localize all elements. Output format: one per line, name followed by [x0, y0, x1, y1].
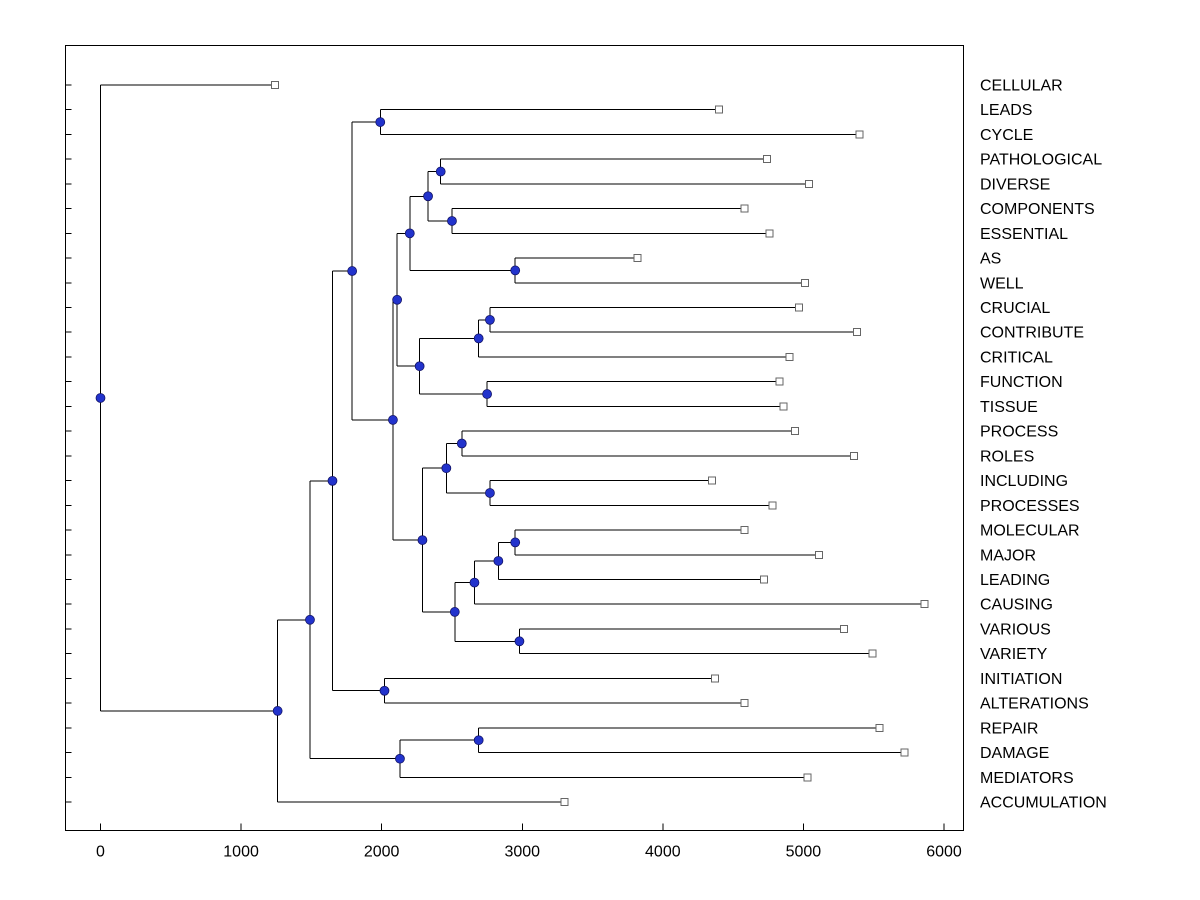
branch-node-marker	[95, 393, 106, 403]
branch-node-marker	[347, 266, 358, 276]
branch-node-marker	[449, 607, 460, 617]
leaf-node-marker	[560, 798, 569, 806]
leaf-label: FUNCTION	[980, 374, 1063, 391]
leaf-label: TISSUE	[980, 399, 1038, 416]
branch-node-marker	[447, 216, 457, 226]
leaf-node-marker	[800, 278, 809, 287]
leaf-node-marker	[760, 575, 769, 584]
branch-node-marker	[482, 389, 492, 399]
leaf-node-marker	[765, 229, 774, 238]
branch-node-marker	[388, 415, 398, 425]
leaf-node-marker	[790, 427, 799, 436]
branch-node-marker	[473, 333, 484, 344]
leaf-node-marker	[633, 254, 642, 263]
leaf-node-marker	[740, 204, 749, 213]
leaf-node-marker	[715, 105, 724, 114]
leaf-label: MAJOR	[980, 547, 1036, 564]
x-axis-tick-label: 0	[96, 844, 105, 861]
branch-node-marker	[414, 361, 425, 372]
leaf-label: MEDIATORS	[980, 770, 1074, 787]
branch-node-marker	[392, 294, 403, 305]
branch-node-marker	[404, 228, 415, 239]
leaf-node-marker	[785, 352, 794, 361]
leaf-node-marker	[852, 328, 861, 337]
leaf-label: CRUCIAL	[980, 300, 1050, 317]
branch-node-marker	[327, 476, 338, 486]
leaf-node-marker	[270, 81, 279, 89]
branch-node-marker	[493, 556, 504, 566]
leaf-node-marker	[710, 674, 719, 683]
leaf-label: LEADS	[980, 102, 1032, 119]
branch-node-marker	[379, 685, 390, 696]
leaf-label: CELLULAR	[980, 78, 1063, 95]
leaf-label: ESSENTIAL	[980, 226, 1068, 243]
plot-axes-box	[65, 45, 964, 831]
leaf-node-marker	[850, 451, 859, 460]
leaf-label: ACCUMULATION	[980, 795, 1107, 812]
branch-node-marker	[510, 265, 521, 276]
leaf-node-marker	[803, 773, 812, 782]
leaf-label: INITIATION	[980, 671, 1062, 688]
leaf-node-marker	[775, 377, 784, 386]
x-axis-tick-label: 1000	[223, 844, 259, 861]
branch-node-marker	[485, 488, 495, 498]
leaf-label: CAUSING	[980, 597, 1053, 614]
branch-node-marker	[510, 537, 521, 548]
leaf-node-marker	[868, 649, 877, 658]
leaf-label: VARIETY	[980, 646, 1048, 663]
x-axis-tick-label: 3000	[504, 844, 540, 861]
leaf-label: INCLUDING	[980, 473, 1068, 490]
leaf-node-marker	[762, 155, 771, 164]
leaf-label: ALTERATIONS	[980, 696, 1089, 713]
branch-node-marker	[435, 166, 446, 177]
leaf-node-marker	[740, 699, 749, 708]
leaf-label: MOLECULAR	[980, 523, 1080, 540]
branch-node-marker	[305, 614, 315, 625]
leaf-label: PATHOLOGICAL	[980, 152, 1102, 169]
branch-node-marker	[514, 636, 525, 647]
leaf-node-marker	[708, 476, 717, 485]
branch-node-marker	[469, 577, 480, 588]
leaf-node-marker	[900, 748, 909, 757]
leaf-node-marker	[740, 526, 749, 535]
leaf-label: AS	[980, 251, 1001, 268]
branch-node-marker	[441, 463, 452, 474]
leaf-node-marker	[875, 723, 884, 732]
leaf-label: LEADING	[980, 572, 1050, 589]
leaf-label: COMPONENTS	[980, 201, 1095, 218]
x-axis-tick-label: 4000	[645, 844, 681, 861]
leaf-label: VARIOUS	[980, 621, 1051, 638]
leaf-node-marker	[814, 550, 823, 559]
x-axis-tick-label: 5000	[786, 844, 822, 861]
branch-node-marker	[456, 438, 467, 449]
x-axis-tick-label: 6000	[926, 844, 962, 861]
leaf-label: DIVERSE	[980, 176, 1050, 193]
leaf-node-marker	[779, 402, 788, 411]
leaf-node-marker	[805, 179, 814, 188]
leaf-node-marker	[920, 600, 929, 609]
leaf-node-marker	[840, 624, 849, 633]
leaf-label: ROLES	[980, 448, 1034, 465]
leaf-node-marker	[855, 130, 864, 139]
leaf-label: DAMAGE	[980, 745, 1049, 762]
leaf-label: REPAIR	[980, 720, 1038, 737]
leaf-node-marker	[768, 501, 777, 510]
branch-node-marker	[423, 191, 433, 202]
x-axis-tick-label: 2000	[364, 844, 400, 861]
branch-node-marker	[375, 117, 386, 127]
branch-node-marker	[395, 753, 405, 764]
leaf-label: CYCLE	[980, 127, 1033, 144]
branch-node-marker	[485, 315, 495, 325]
leaf-label: PROCESSES	[980, 498, 1080, 515]
branch-node-marker	[417, 535, 428, 545]
leaf-label: CONTRIBUTE	[980, 325, 1084, 342]
leaf-label: PROCESS	[980, 424, 1058, 441]
branch-node-marker	[473, 735, 484, 746]
leaf-node-marker	[795, 303, 804, 312]
leaf-label: CRITICAL	[980, 349, 1053, 366]
branch-node-marker	[272, 706, 283, 716]
leaf-label: WELL	[980, 275, 1024, 292]
